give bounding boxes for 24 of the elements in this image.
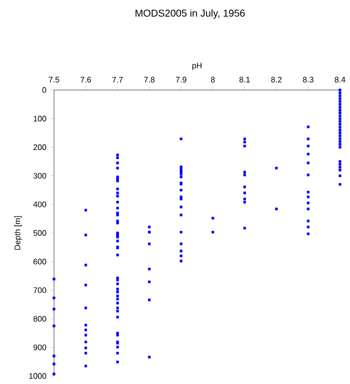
y-axis-title: Depth [m] <box>14 216 22 250</box>
x-tick-label: 7.7 <box>112 76 123 82</box>
chart-title: MODS2005 in July, 1956 <box>136 9 245 19</box>
x-tick-label: 7.5 <box>48 76 60 82</box>
x-tick-label: 8 <box>210 76 215 82</box>
y-tick-label: 400 <box>33 202 46 208</box>
x-tick-label: 7.9 <box>176 76 186 82</box>
y-tick-label: 500 <box>33 230 46 236</box>
y-tick-label: 300 <box>33 172 46 179</box>
x-tick-label: 7.8 <box>144 76 155 82</box>
y-tick-label: 900 <box>33 344 46 350</box>
y-tick-label: 800 <box>33 316 46 322</box>
y-tick-label: 1000 <box>29 373 46 379</box>
x-tick-label: 8.2 <box>271 76 282 82</box>
x-tick-label: 7.6 <box>80 76 91 82</box>
x-tick-label: 8.3 <box>302 76 314 82</box>
y-tick-label: 600 <box>34 258 46 264</box>
y-tick-label: 700 <box>34 287 46 294</box>
x-axis-title: pH <box>192 62 202 70</box>
y-tick-label: 0 <box>42 87 46 93</box>
y-tick-label: 200 <box>34 144 46 150</box>
x-tick-label: 8.1 <box>239 76 250 82</box>
x-tick-label: 8.4 <box>334 76 346 82</box>
y-tick-label: 100 <box>34 116 46 122</box>
